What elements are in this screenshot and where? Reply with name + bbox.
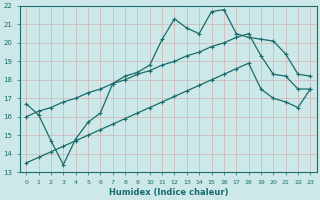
X-axis label: Humidex (Indice chaleur): Humidex (Indice chaleur) <box>108 188 228 197</box>
